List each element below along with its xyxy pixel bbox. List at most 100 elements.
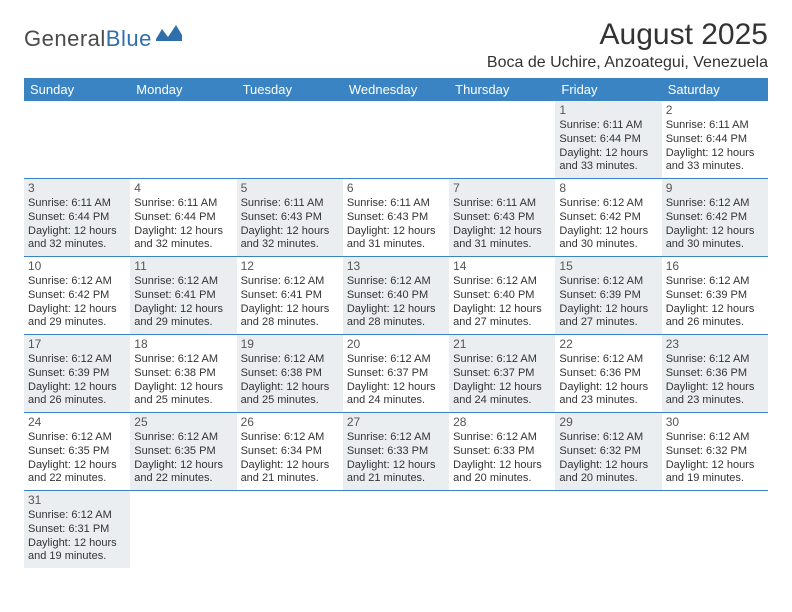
daylight-text: Daylight: 12 hours [666, 381, 764, 395]
day-number: 3 [28, 181, 126, 196]
sunrise-text: Sunrise: 6:12 AM [241, 275, 339, 289]
day-cell: 6Sunrise: 6:11 AMSunset: 6:43 PMDaylight… [343, 179, 449, 256]
daylight-text: Daylight: 12 hours [559, 381, 657, 395]
day-number: 26 [241, 415, 339, 430]
daylight-text: and 30 minutes. [559, 238, 657, 252]
day-cell: 12Sunrise: 6:12 AMSunset: 6:41 PMDayligh… [237, 257, 343, 334]
day-cell: 11Sunrise: 6:12 AMSunset: 6:41 PMDayligh… [130, 257, 236, 334]
sunset-text: Sunset: 6:40 PM [453, 289, 551, 303]
daylight-text: and 30 minutes. [666, 238, 764, 252]
sunrise-text: Sunrise: 6:12 AM [28, 275, 126, 289]
daylight-text: and 20 minutes. [453, 472, 551, 486]
day-cell [130, 101, 236, 178]
sunset-text: Sunset: 6:33 PM [453, 445, 551, 459]
daylight-text: Daylight: 12 hours [559, 303, 657, 317]
day-cell: 3Sunrise: 6:11 AMSunset: 6:44 PMDaylight… [24, 179, 130, 256]
daylight-text: Daylight: 12 hours [241, 225, 339, 239]
day-number: 24 [28, 415, 126, 430]
sunrise-text: Sunrise: 6:12 AM [347, 353, 445, 367]
day-cell: 24Sunrise: 6:12 AMSunset: 6:35 PMDayligh… [24, 413, 130, 490]
day-cell: 27Sunrise: 6:12 AMSunset: 6:33 PMDayligh… [343, 413, 449, 490]
sunrise-text: Sunrise: 6:12 AM [666, 197, 764, 211]
dow-friday: Friday [555, 78, 661, 101]
sunset-text: Sunset: 6:44 PM [28, 211, 126, 225]
sunrise-text: Sunrise: 6:11 AM [241, 197, 339, 211]
sunrise-text: Sunrise: 6:12 AM [453, 275, 551, 289]
daylight-text: Daylight: 12 hours [134, 381, 232, 395]
daylight-text: and 21 minutes. [241, 472, 339, 486]
daylight-text: and 22 minutes. [134, 472, 232, 486]
daylight-text: Daylight: 12 hours [347, 303, 445, 317]
calendar-grid: Sunday Monday Tuesday Wednesday Thursday… [24, 78, 768, 568]
dow-tuesday: Tuesday [237, 78, 343, 101]
daylight-text: Daylight: 12 hours [559, 225, 657, 239]
sunset-text: Sunset: 6:38 PM [241, 367, 339, 381]
sunset-text: Sunset: 6:35 PM [134, 445, 232, 459]
day-number: 5 [241, 181, 339, 196]
daylight-text: Daylight: 12 hours [28, 459, 126, 473]
title-block: August 2025 Boca de Uchire, Anzoategui, … [487, 18, 768, 72]
sunset-text: Sunset: 6:41 PM [134, 289, 232, 303]
daylight-text: and 24 minutes. [347, 394, 445, 408]
day-number: 23 [666, 337, 764, 352]
daylight-text: Daylight: 12 hours [28, 303, 126, 317]
day-number: 6 [347, 181, 445, 196]
sunset-text: Sunset: 6:35 PM [28, 445, 126, 459]
sunset-text: Sunset: 6:42 PM [666, 211, 764, 225]
logo: GeneralBlue [24, 26, 182, 52]
daylight-text: and 23 minutes. [666, 394, 764, 408]
day-cell: 30Sunrise: 6:12 AMSunset: 6:32 PMDayligh… [662, 413, 768, 490]
day-cell [343, 491, 449, 568]
sunset-text: Sunset: 6:34 PM [241, 445, 339, 459]
daylight-text: and 25 minutes. [241, 394, 339, 408]
sunset-text: Sunset: 6:44 PM [559, 133, 657, 147]
day-number: 12 [241, 259, 339, 274]
sunset-text: Sunset: 6:36 PM [666, 367, 764, 381]
sunrise-text: Sunrise: 6:12 AM [134, 275, 232, 289]
daylight-text: Daylight: 12 hours [28, 381, 126, 395]
dow-saturday: Saturday [662, 78, 768, 101]
day-number: 9 [666, 181, 764, 196]
days-of-week-header: Sunday Monday Tuesday Wednesday Thursday… [24, 78, 768, 101]
sunrise-text: Sunrise: 6:12 AM [666, 275, 764, 289]
day-cell [24, 101, 130, 178]
day-cell: 19Sunrise: 6:12 AMSunset: 6:38 PMDayligh… [237, 335, 343, 412]
week-row: 1Sunrise: 6:11 AMSunset: 6:44 PMDaylight… [24, 101, 768, 179]
day-number: 29 [559, 415, 657, 430]
day-cell [449, 491, 555, 568]
daylight-text: Daylight: 12 hours [559, 147, 657, 161]
day-cell: 4Sunrise: 6:11 AMSunset: 6:44 PMDaylight… [130, 179, 236, 256]
sunset-text: Sunset: 6:41 PM [241, 289, 339, 303]
day-cell: 13Sunrise: 6:12 AMSunset: 6:40 PMDayligh… [343, 257, 449, 334]
sunset-text: Sunset: 6:40 PM [347, 289, 445, 303]
day-cell: 7Sunrise: 6:11 AMSunset: 6:43 PMDaylight… [449, 179, 555, 256]
sunrise-text: Sunrise: 6:12 AM [453, 431, 551, 445]
day-number: 4 [134, 181, 232, 196]
day-number: 2 [666, 103, 764, 118]
sunrise-text: Sunrise: 6:12 AM [134, 353, 232, 367]
day-cell [662, 491, 768, 568]
daylight-text: Daylight: 12 hours [347, 459, 445, 473]
daylight-text: and 26 minutes. [28, 394, 126, 408]
sunset-text: Sunset: 6:43 PM [347, 211, 445, 225]
day-number: 19 [241, 337, 339, 352]
sunset-text: Sunset: 6:42 PM [559, 211, 657, 225]
day-number: 28 [453, 415, 551, 430]
day-cell: 20Sunrise: 6:12 AMSunset: 6:37 PMDayligh… [343, 335, 449, 412]
sunrise-text: Sunrise: 6:12 AM [666, 353, 764, 367]
day-cell: 10Sunrise: 6:12 AMSunset: 6:42 PMDayligh… [24, 257, 130, 334]
day-number: 20 [347, 337, 445, 352]
sunrise-text: Sunrise: 6:11 AM [559, 119, 657, 133]
sunrise-text: Sunrise: 6:11 AM [28, 197, 126, 211]
daylight-text: and 32 minutes. [134, 238, 232, 252]
dow-monday: Monday [130, 78, 236, 101]
daylight-text: Daylight: 12 hours [559, 459, 657, 473]
sunrise-text: Sunrise: 6:12 AM [559, 431, 657, 445]
sunset-text: Sunset: 6:39 PM [28, 367, 126, 381]
sunrise-text: Sunrise: 6:12 AM [28, 509, 126, 523]
day-number: 16 [666, 259, 764, 274]
sunset-text: Sunset: 6:38 PM [134, 367, 232, 381]
day-number: 21 [453, 337, 551, 352]
sunrise-text: Sunrise: 6:12 AM [559, 275, 657, 289]
sunset-text: Sunset: 6:43 PM [453, 211, 551, 225]
